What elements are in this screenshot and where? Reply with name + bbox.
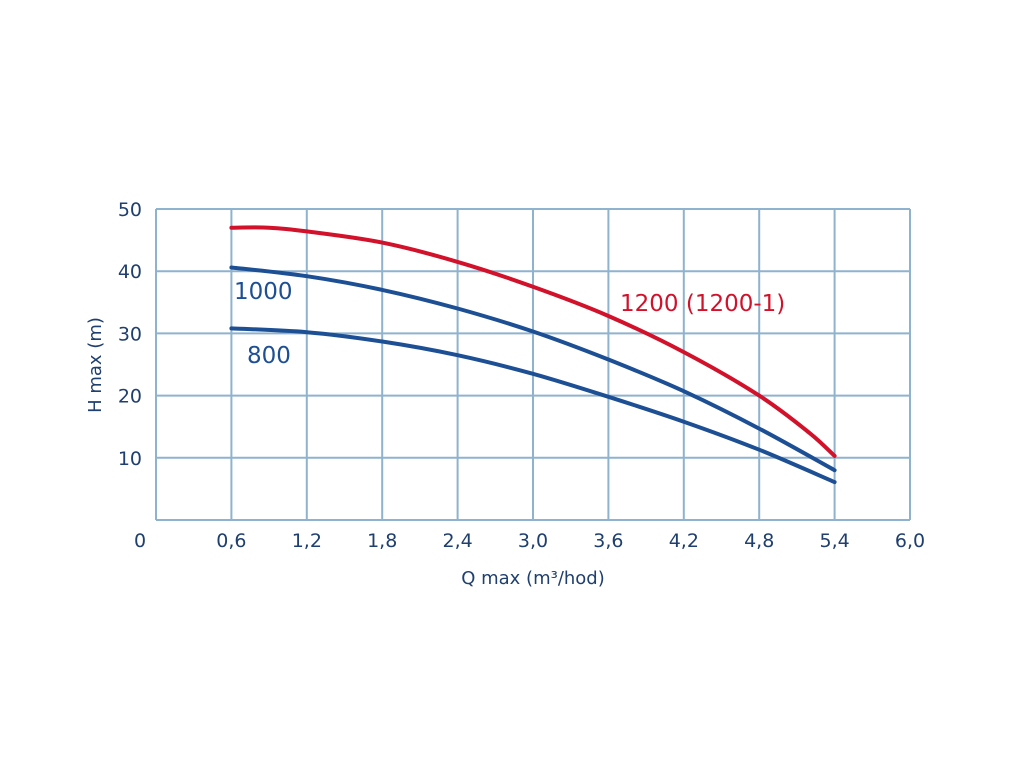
series-line-1200 [229,225,837,458]
y-tick-label: 20 [118,386,142,408]
y-tick-label: 30 [118,323,142,345]
x-tick-label: 3,6 [593,530,623,552]
x-tick-label: 1,8 [367,530,397,552]
x-tick-label: 4,8 [744,530,774,552]
x-tick-label: 0,6 [216,530,246,552]
series-label-1200: 1200 (1200-1) [620,291,785,317]
y-tick-label: 40 [118,261,142,283]
x-tick-label: 0 [134,530,146,552]
y-tick-label: 10 [118,448,142,470]
x-tick-label: 2,4 [442,530,472,552]
x-axis-title: Q max (m³/hod) [461,568,605,589]
x-tick-label: 1,2 [292,530,322,552]
x-tick-label: 6,0 [895,530,925,552]
x-tick-label: 4,2 [669,530,699,552]
grid [155,208,911,521]
tick-labels: 0 0,6 1,2 1,8 2,4 3,0 3,6 4,2 4,8 5,4 6,0 10 20 30 40 5… [118,199,925,552]
series-line-800 [229,326,837,485]
series-label-800: 800 [247,343,291,369]
x-tick-label: 5,4 [819,530,849,552]
x-tick-label: 3,0 [518,530,548,552]
series-line-1000 [229,265,837,473]
y-tick-label: 50 [118,199,142,221]
series-lines [229,225,837,485]
series-label-1000: 1000 [234,279,293,305]
y-axis-title: H max (m) [85,317,106,413]
